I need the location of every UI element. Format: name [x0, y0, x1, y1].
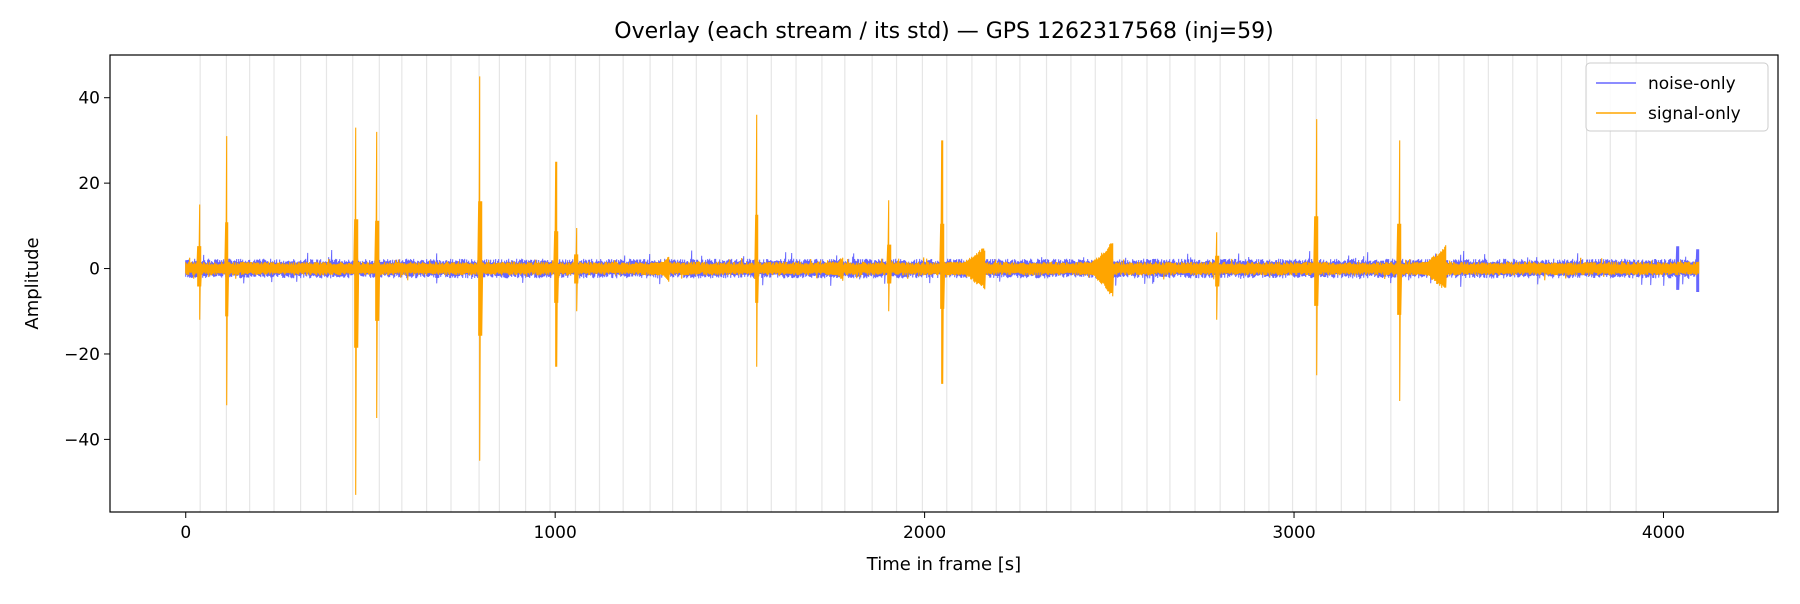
legend: noise-only signal-only: [1585, 62, 1769, 132]
legend-box: [1585, 62, 1769, 132]
tick-layer: 0 1000 2000 3000 4000 −40 −20 0 20 40: [64, 89, 1685, 543]
chart-title: Overlay (each stream / its std) — GPS 12…: [614, 19, 1273, 44]
y-tick-label: 0: [89, 260, 100, 280]
y-tick-label: −40: [64, 430, 100, 450]
axes-frame: [109, 54, 1779, 513]
y-axis-label: Amplitude: [22, 237, 43, 329]
x-tick-label: 4000: [1642, 523, 1685, 543]
x-tick-label: 1000: [534, 523, 577, 543]
x-tick-label: 0: [180, 523, 191, 543]
legend-label-noise-only: noise-only: [1648, 74, 1736, 94]
y-tick-label: 20: [78, 174, 100, 194]
y-tick-label: 40: [78, 89, 100, 109]
plot-inner: [185, 55, 1700, 512]
x-tick-label: 2000: [903, 523, 946, 543]
x-tick-label: 3000: [1272, 523, 1315, 543]
series-line-signal-only: [185, 76, 1700, 495]
plot-area: [185, 55, 1700, 512]
legend-label-signal-only: signal-only: [1648, 104, 1741, 124]
x-axis-label: Time in frame [s]: [866, 554, 1021, 575]
y-tick-label: −20: [64, 345, 100, 365]
